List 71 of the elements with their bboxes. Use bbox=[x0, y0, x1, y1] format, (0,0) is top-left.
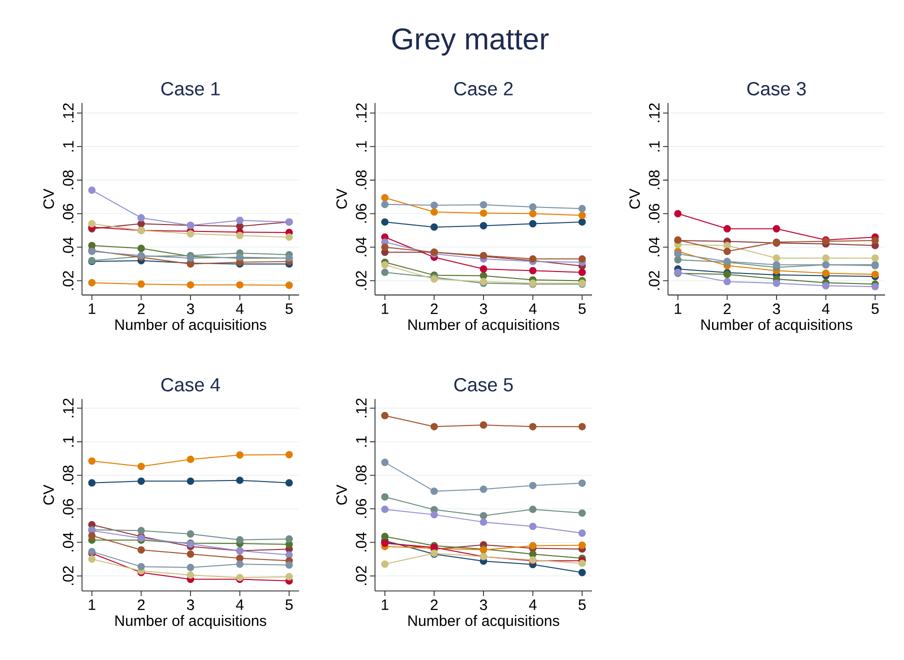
y-tick-label: .08 bbox=[648, 170, 660, 190]
y-axis-title: CV bbox=[336, 484, 347, 505]
x-tick-label: 1 bbox=[382, 304, 388, 314]
y-tick-label: .06 bbox=[62, 499, 74, 518]
x-tick-label: 1 bbox=[88, 304, 96, 314]
text: Grey matter bbox=[392, 28, 549, 56]
y-axis-title: CV bbox=[43, 484, 54, 505]
x-tick-label: 5 bbox=[578, 304, 586, 314]
chart-title: Case 4 bbox=[161, 378, 220, 392]
x-tick-label: 3 bbox=[186, 600, 194, 610]
y-tick-label: .1 bbox=[356, 141, 366, 152]
x-tick-label: 1 bbox=[674, 304, 682, 314]
x-tick-label: 3 bbox=[480, 600, 488, 610]
x-tick-label: 3 bbox=[772, 304, 780, 314]
y-axis-title: CV bbox=[43, 188, 54, 209]
y-tick-label: .08 bbox=[62, 170, 74, 190]
y-tick-label: .08 bbox=[356, 466, 366, 484]
x-tick-label: 5 bbox=[872, 304, 879, 314]
x-tick-label: 2 bbox=[138, 600, 145, 610]
y-tick-label: .1 bbox=[63, 141, 74, 152]
x-tick-label: 2 bbox=[430, 304, 438, 314]
x-tick-label: 5 bbox=[286, 304, 293, 314]
y-tick-label: .06 bbox=[62, 204, 74, 223]
y-tick-label: .12 bbox=[356, 398, 366, 418]
y-tick-label: .04 bbox=[62, 237, 74, 256]
y-axis-title: CV bbox=[336, 188, 347, 209]
y-tick-label: .08 bbox=[356, 170, 366, 190]
y-axis-title: CV bbox=[629, 188, 640, 209]
x-axis-title: Number of acquisitions bbox=[115, 319, 266, 333]
y-tick-label: .04 bbox=[648, 237, 660, 256]
y-tick-label: .06 bbox=[648, 204, 660, 223]
x-tick-label: 4 bbox=[528, 304, 537, 314]
y-tick-label: .02 bbox=[62, 271, 74, 290]
chart-title: Case 3 bbox=[747, 82, 806, 96]
y-tick-label: .1 bbox=[649, 141, 660, 152]
x-tick-label: 2 bbox=[430, 600, 438, 610]
y-tick-label: .1 bbox=[63, 436, 74, 447]
y-tick-label: .02 bbox=[648, 271, 660, 290]
x-tick-label: 4 bbox=[236, 304, 244, 314]
chart-title: Case 1 bbox=[161, 82, 220, 96]
x-tick-label: 3 bbox=[186, 304, 194, 314]
x-tick-label: 4 bbox=[528, 600, 537, 610]
y-tick-label: .04 bbox=[356, 532, 366, 552]
y-tick-label: .12 bbox=[63, 398, 74, 418]
x-tick-label: 3 bbox=[480, 304, 488, 314]
x-tick-label: 1 bbox=[382, 600, 388, 610]
x-axis-title: Number of acquisitions bbox=[115, 615, 266, 629]
y-tick-label: .04 bbox=[356, 237, 366, 256]
x-tick-label: 4 bbox=[236, 600, 244, 610]
y-tick-label: .1 bbox=[356, 436, 366, 447]
y-tick-label: .12 bbox=[648, 103, 660, 122]
y-tick-label: .02 bbox=[356, 566, 366, 585]
y-tick-label: .02 bbox=[62, 566, 74, 585]
x-tick-label: 4 bbox=[822, 304, 830, 314]
y-tick-label: .12 bbox=[356, 103, 366, 122]
x-axis-title: Number of acquisitions bbox=[701, 319, 852, 333]
x-tick-label: 2 bbox=[138, 304, 145, 314]
y-tick-label: .06 bbox=[356, 499, 366, 518]
x-tick-label: 5 bbox=[578, 600, 586, 610]
y-tick-label: .12 bbox=[63, 103, 74, 122]
y-tick-label: .06 bbox=[356, 204, 366, 223]
y-tick-label: .04 bbox=[62, 532, 74, 552]
x-tick-label: 2 bbox=[724, 304, 731, 314]
x-axis-title: Number of acquisitions bbox=[408, 615, 560, 629]
y-tick-label: .08 bbox=[62, 466, 74, 484]
chart-title: Case 5 bbox=[454, 378, 513, 392]
x-tick-label: 5 bbox=[286, 600, 293, 610]
y-tick-label: .02 bbox=[356, 271, 366, 290]
x-tick-label: 1 bbox=[88, 600, 96, 610]
x-axis-title: Number of acquisitions bbox=[408, 319, 560, 333]
chart-title: Case 2 bbox=[454, 82, 513, 96]
